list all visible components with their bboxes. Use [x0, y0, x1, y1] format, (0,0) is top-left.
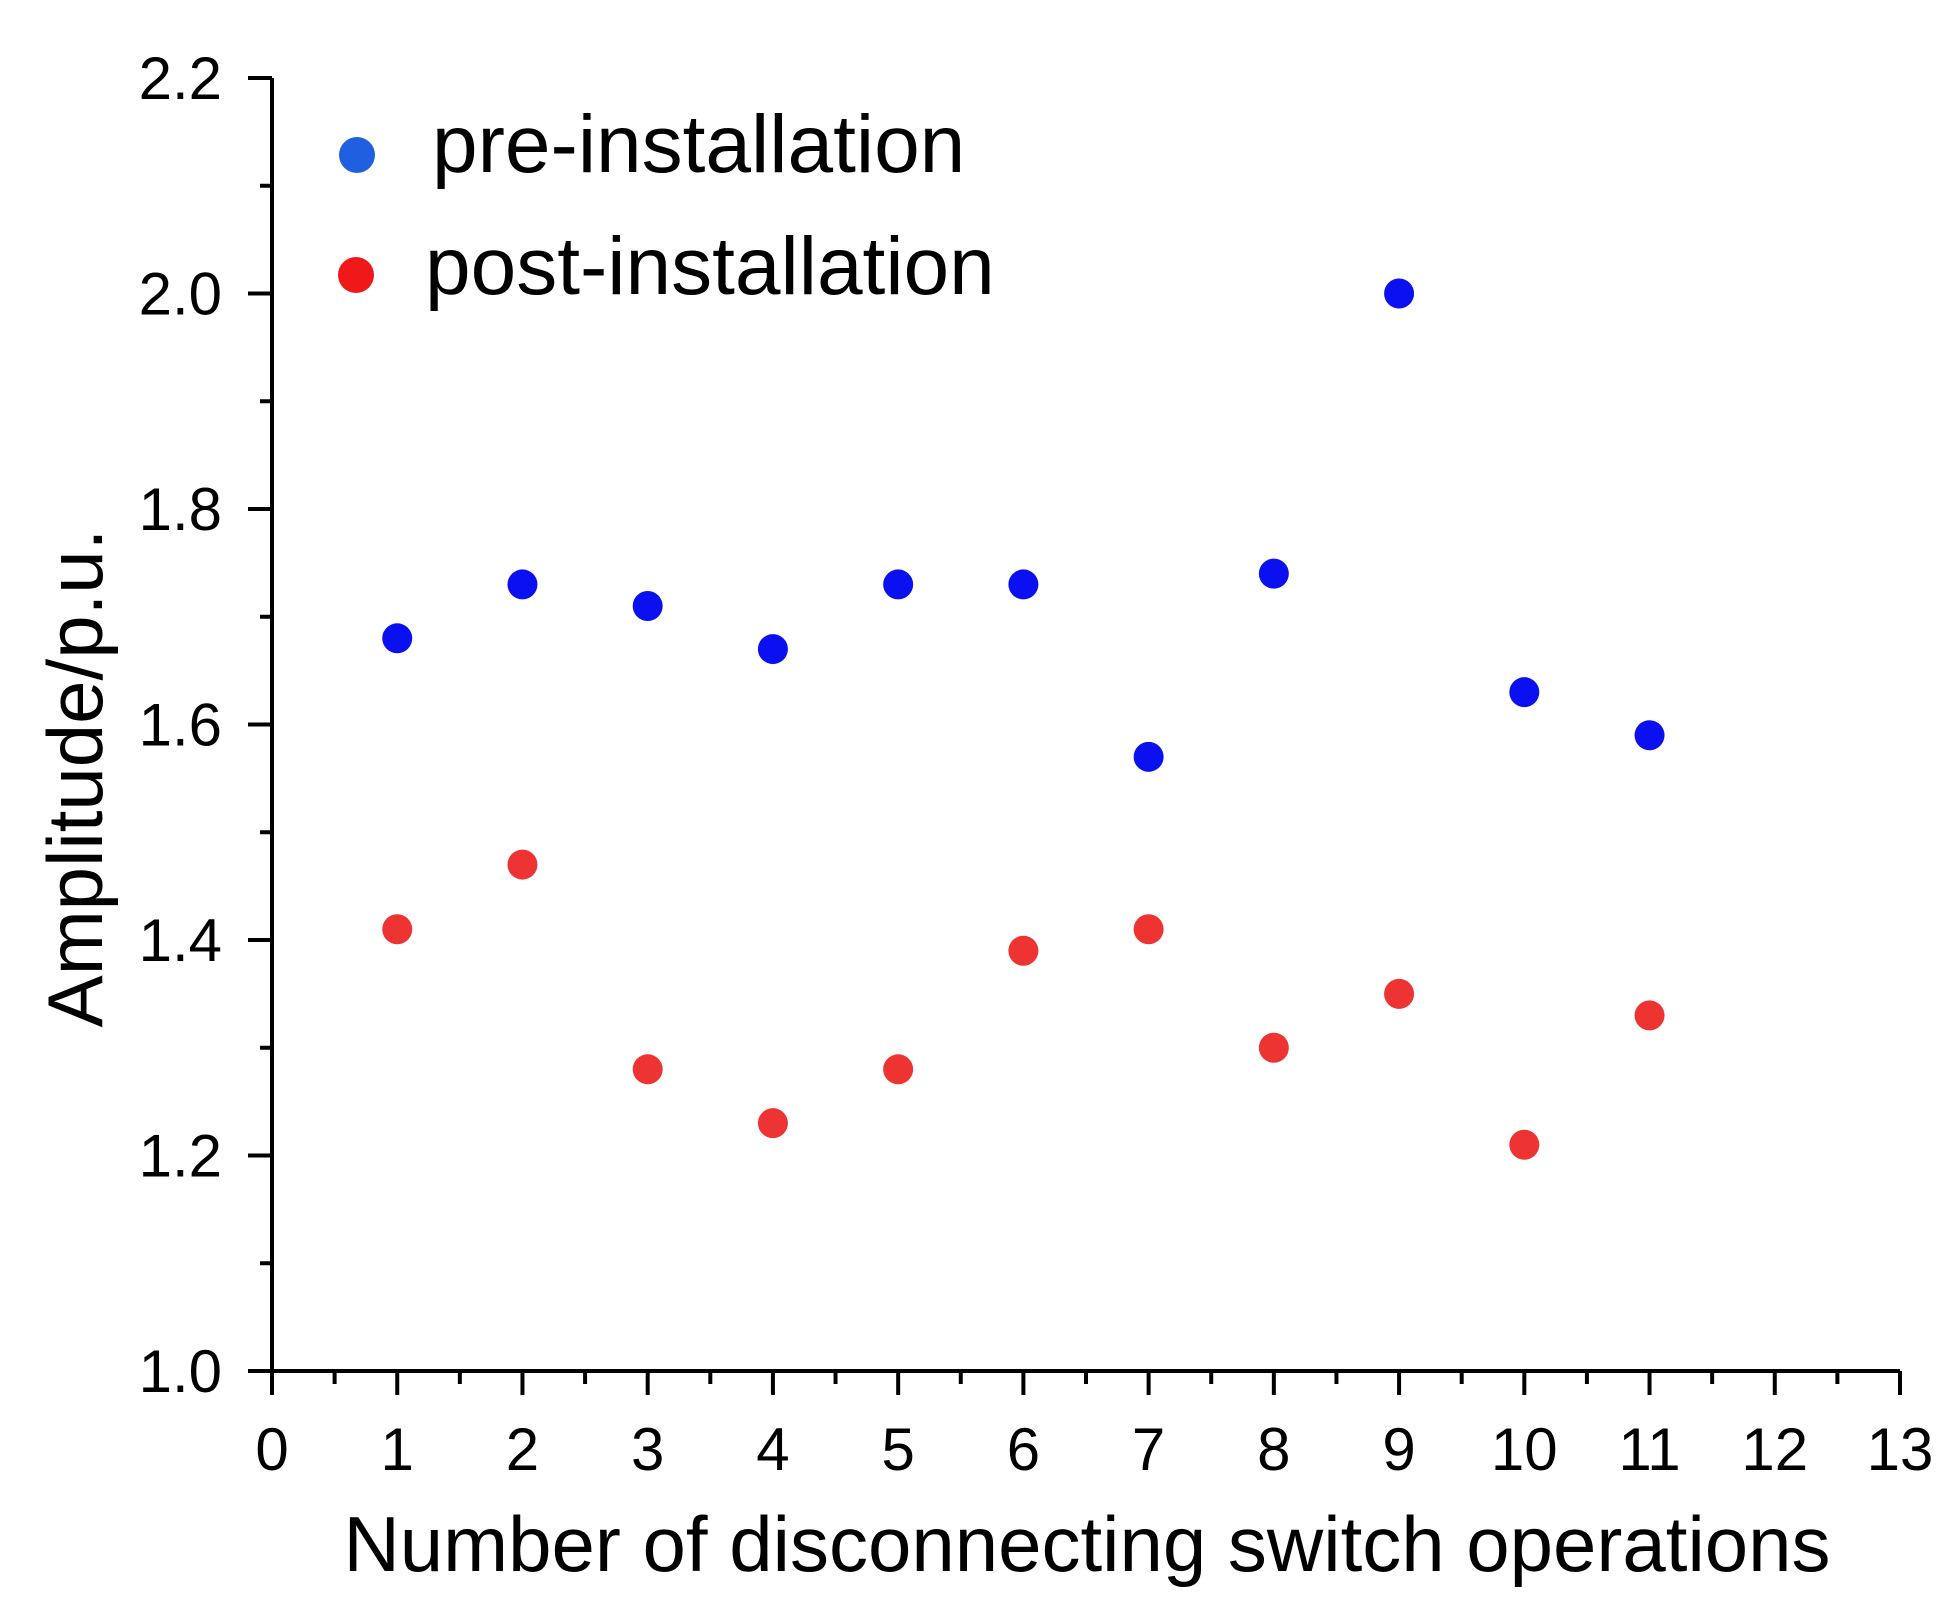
y-tick-label: 1.2: [139, 1123, 222, 1190]
series-pre-installation: [382, 278, 1665, 772]
series-post-installation: [382, 849, 1665, 1160]
data-point-pre-installation: [1258, 558, 1289, 589]
data-point-pre-installation: [382, 623, 413, 654]
x-tick-label: 4: [756, 1416, 789, 1483]
data-point-post-installation: [1133, 914, 1164, 945]
x-axis-title: Number of disconnecting switch operation…: [343, 1500, 1830, 1588]
y-tick-label: 1.4: [139, 907, 222, 974]
data-point-pre-installation: [1384, 278, 1415, 309]
data-point-post-installation: [1384, 978, 1415, 1009]
y-tick-label: 1.0: [139, 1338, 222, 1405]
data-point-pre-installation: [1634, 720, 1665, 751]
data-point-post-installation: [507, 849, 538, 880]
data-point-post-installation: [883, 1054, 914, 1085]
x-axis-ticks: 0 1 2 3 4 5 6 7 8 9 10 11 12 13: [255, 1371, 1933, 1483]
x-tick-label: 12: [1741, 1416, 1808, 1483]
data-point-pre-installation: [1509, 677, 1540, 708]
data-point-post-installation: [757, 1108, 788, 1139]
x-tick-label: 0: [255, 1416, 288, 1483]
legend-label-pre-installation: pre-installation: [432, 99, 965, 190]
y-tick-label: 2.0: [139, 261, 222, 328]
x-tick-label: 7: [1132, 1416, 1165, 1483]
y-tick-label: 2.2: [139, 45, 222, 112]
legend-label-post-installation: post-installation: [425, 221, 995, 312]
y-tick-label: 1.6: [139, 692, 222, 759]
legend-marker-pre-installation: [339, 137, 375, 173]
data-point-post-installation: [382, 914, 413, 945]
data-point-pre-installation: [1133, 741, 1164, 772]
x-tick-label: 1: [381, 1416, 414, 1483]
y-axis-title: Amplitude/p.u.: [31, 529, 119, 1028]
x-tick-label: 9: [1382, 1416, 1415, 1483]
x-tick-label: 13: [1867, 1416, 1934, 1483]
data-points: [382, 278, 1665, 1160]
data-point-pre-installation: [757, 634, 788, 665]
data-point-post-installation: [1634, 1000, 1665, 1031]
data-point-post-installation: [1509, 1129, 1540, 1160]
data-point-pre-installation: [507, 569, 538, 600]
data-point-pre-installation: [632, 590, 663, 621]
x-tick-label: 3: [631, 1416, 664, 1483]
legend: pre-installation post-installation: [338, 99, 995, 312]
x-tick-label: 11: [1618, 1416, 1680, 1483]
x-tick-label: 10: [1491, 1416, 1558, 1483]
data-point-pre-installation: [883, 569, 914, 600]
x-tick-label: 2: [506, 1416, 539, 1483]
data-point-pre-installation: [1008, 569, 1039, 600]
legend-marker-post-installation: [338, 257, 374, 293]
data-point-post-installation: [632, 1054, 663, 1085]
x-tick-label: 5: [881, 1416, 914, 1483]
data-point-post-installation: [1008, 935, 1039, 966]
y-axis-ticks: 1.0 1.2 1.4 1.6 1.8 2.0 2.2: [139, 45, 272, 1405]
x-tick-label: 6: [1007, 1416, 1040, 1483]
x-tick-label: 8: [1257, 1416, 1290, 1483]
y-tick-label: 1.8: [139, 476, 222, 543]
data-point-post-installation: [1258, 1032, 1289, 1063]
